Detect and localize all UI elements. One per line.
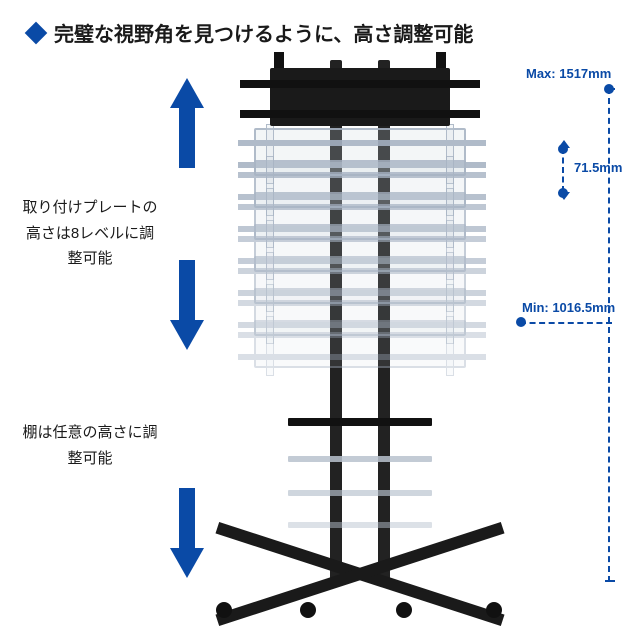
tv-stand-diagram [210,60,510,620]
dot-min [516,317,526,327]
min-dashed-line [520,322,612,324]
ghost-mount-plate [254,320,466,368]
caption-shelf: 棚は任意の高さに調整可能 [20,420,160,471]
wheel-icon [300,602,316,618]
shelf-ghost [288,456,432,462]
dot-step-bottom [558,188,568,198]
label-min: Min: 1016.5mm [522,300,615,315]
mount-rail-bottom [240,110,480,118]
step-arrow-up-icon [558,140,570,148]
ruler-tick-icon [605,88,615,90]
wheel-icon [486,602,502,618]
wheel-icon [396,602,412,618]
diamond-icon [25,21,48,44]
arrow-down-icon [170,260,204,350]
mount-rail-top [240,80,480,88]
base [210,528,510,616]
shelf-ghost [288,490,432,496]
page-title: 完璧な視野角を見つけるように、高さ調整可能 [54,18,473,47]
ruler-tick-icon [605,580,615,582]
arrow-up-icon [170,78,204,168]
wheel-icon [216,602,232,618]
caption-mount-levels: 取り付けプレートの高さは8レベルに調整可能 [20,195,160,272]
arrow-down-icon [170,488,204,578]
title-bar: 完璧な視野角を見つけるように、高さ調整可能 [28,18,473,47]
shelf-main [288,418,432,426]
label-max: Max: 1517mm [526,66,611,81]
measurement-panel: Max: 1517mm 71.5mm Min: 1016.5mm [520,60,630,620]
step-bracket [562,148,564,192]
label-step: 71.5mm [574,160,622,175]
